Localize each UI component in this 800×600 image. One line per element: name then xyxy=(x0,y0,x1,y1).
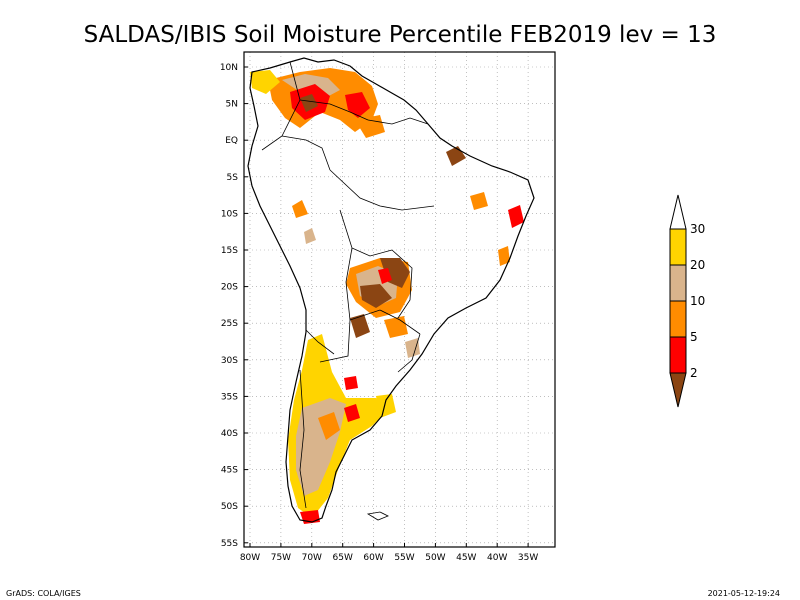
lat-tick-label: 40S xyxy=(221,429,238,439)
lon-tick-label: 45W xyxy=(456,553,476,563)
anomaly-orange-patagonia xyxy=(318,412,340,440)
map-frame xyxy=(243,51,556,548)
lon-tick-label: 65W xyxy=(333,553,353,563)
lat-tick-label: 15S xyxy=(221,246,238,256)
anomaly-orange-guiana xyxy=(355,115,385,138)
anomaly-red-east-brazil xyxy=(508,205,524,228)
lat-tick-label: 5N xyxy=(226,100,238,110)
country-borders xyxy=(261,61,435,509)
anomaly-red-patagonia xyxy=(344,404,360,422)
latitude-labels: 10N 5N EQ 5S 10S 15S 20S 25S 30S 35S 40S 45S 50S 55S xyxy=(220,63,248,549)
anomaly-tan-peru xyxy=(304,228,316,244)
lon-tick-label: 75W xyxy=(271,553,291,563)
colorbar-label: 30 xyxy=(690,222,705,236)
lon-tick-label: 50W xyxy=(425,553,445,563)
colorbar-label: 5 xyxy=(690,330,698,344)
lat-tick-label: 10N xyxy=(220,63,238,73)
anomaly-brown-nw-argentina xyxy=(350,314,370,338)
colorbar: 30 20 10 5 2 xyxy=(669,194,705,408)
lat-tick-label: 35S xyxy=(221,392,238,402)
anomaly-red-cuyo xyxy=(344,376,358,390)
anomaly-orange-east-brazil xyxy=(498,246,510,266)
anomaly-brown-colombia xyxy=(300,94,318,112)
colorbar-segment xyxy=(669,336,687,374)
south-america-outline xyxy=(247,57,535,523)
lat-tick-label: 50S xyxy=(221,502,238,512)
anomaly-orange-nordeste xyxy=(470,192,488,210)
longitude-labels: 80W 75W 70W 65W 60W 55W 50W 45W 40W 35W xyxy=(240,543,538,563)
lat-tick-label: 30S xyxy=(221,356,238,366)
lat-tick-label: 55S xyxy=(221,539,238,549)
falkland-islands xyxy=(366,511,389,521)
anomaly-yellow-north xyxy=(250,70,280,94)
footer-right: 2021-05-12-19:24 xyxy=(708,589,780,598)
lon-tick-label: 35W xyxy=(518,553,538,563)
colorbar-label: 20 xyxy=(690,258,705,272)
lon-tick-label: 80W xyxy=(240,553,260,563)
lat-tick-label: 25S xyxy=(221,319,238,329)
colorbar-segment xyxy=(669,228,687,266)
lat-tick-label: 10S xyxy=(221,209,238,219)
lon-tick-label: 70W xyxy=(302,553,322,563)
colorbar-segment xyxy=(669,300,687,338)
colorbar-label: 10 xyxy=(690,294,705,308)
colorbar-bottom-arrow xyxy=(669,372,687,408)
lon-tick-label: 60W xyxy=(363,553,383,563)
lon-tick-label: 55W xyxy=(394,553,414,563)
anomaly-orange-peru xyxy=(292,200,308,218)
colorbar-top-arrow xyxy=(669,194,687,230)
map-title: SALDAS/IBIS Soil Moisture Percentile FEB… xyxy=(84,22,717,48)
anomaly-red-venezuela xyxy=(345,92,370,118)
anomaly-brown-chaco xyxy=(360,284,392,308)
colorbar-label: 2 xyxy=(690,366,698,380)
lat-tick-label: 20S xyxy=(221,283,238,293)
anomaly-yellow-buenos-aires xyxy=(376,394,396,418)
lat-tick-label: 5S xyxy=(227,173,239,183)
lat-tick-label: EQ xyxy=(225,136,238,146)
anomaly-tan-mesopotamia xyxy=(405,338,420,358)
lon-tick-label: 40W xyxy=(487,553,507,563)
footer-left: GrADS: COLA/IGES xyxy=(6,589,81,598)
anomaly-red-chaco xyxy=(378,268,392,284)
colorbar-segment xyxy=(669,264,687,302)
lat-tick-label: 45S xyxy=(221,466,238,476)
